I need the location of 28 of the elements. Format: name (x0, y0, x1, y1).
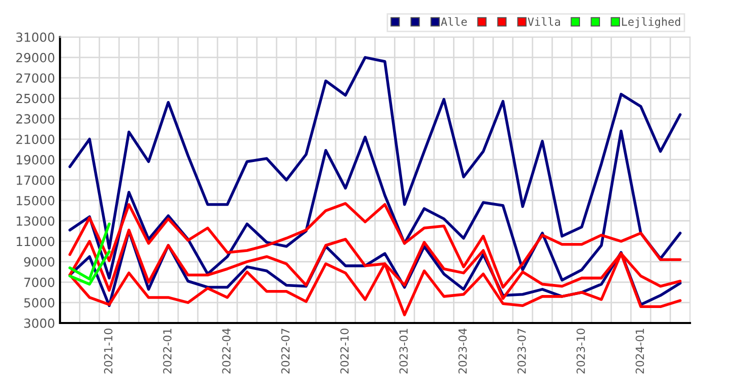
x-tick-label: 2022-10 (340, 328, 349, 374)
y-tick-label: 9000 (24, 257, 54, 267)
y-tick-label: 17000 (16, 175, 54, 185)
y-tick-label: 21000 (16, 134, 54, 144)
x-tick-label: 2023-07 (517, 328, 526, 374)
y-tick-label: 29000 (16, 52, 54, 62)
y-tick-label: 31000 (16, 32, 54, 42)
x-tick-label: 2022-04 (222, 328, 231, 374)
x-tick-label: 2023-10 (576, 328, 585, 374)
y-tick-label: 3000 (24, 318, 54, 328)
y-tick-label: 23000 (16, 114, 54, 124)
y-tick-label: 5000 (24, 298, 54, 308)
x-tick-label: 2023-01 (399, 328, 408, 374)
y-tick-label: 19000 (16, 155, 54, 164)
legend-label: Villa (528, 17, 560, 26)
y-tick-label: 11000 (16, 236, 54, 246)
x-tick-label: 2023-04 (458, 328, 467, 374)
x-tick-label: 2021-10 (104, 328, 112, 374)
legend-label: Lejlighed (622, 17, 680, 28)
x-tick-label: 2022-07 (281, 328, 290, 374)
y-tick-label: 13000 (16, 216, 54, 226)
y-tick-label: 27000 (16, 73, 54, 83)
legend-label: Alle (440, 17, 467, 26)
y-tick-label: 7000 (24, 278, 54, 288)
x-tick-label: 2024-01 (636, 328, 644, 374)
y-tick-label: 15000 (16, 196, 54, 206)
y-tick-label: 25000 (16, 94, 54, 104)
x-tick-label: 2022-01 (163, 328, 172, 374)
